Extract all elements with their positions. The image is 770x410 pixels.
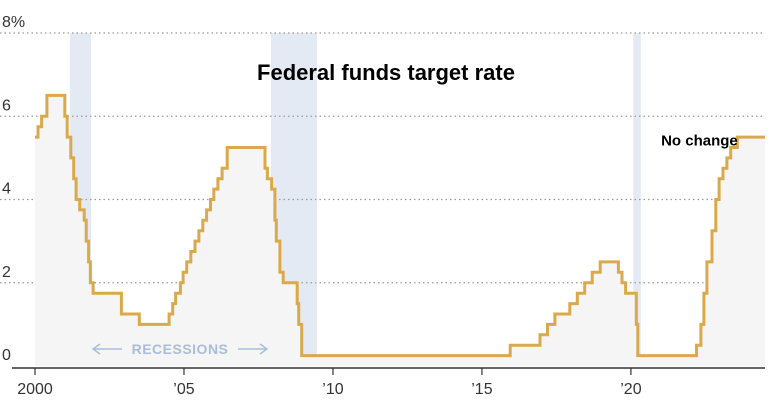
gridlines — [0, 32, 765, 284]
rate-line — [35, 93, 765, 358]
y-tick-label: 0 — [2, 347, 11, 364]
x-tick-label: ’15 — [471, 381, 492, 398]
x-tick-label: ’05 — [173, 381, 194, 398]
right-arrow-icon — [259, 343, 269, 355]
axis-group: 0 2 4 6 8% 2000 ’05 ’10 ’15 ’20 — [2, 14, 765, 398]
recessions-label: RECESSIONS — [132, 341, 229, 357]
no-change-annotation: No change — [661, 132, 738, 149]
y-tick-label: 2 — [2, 264, 11, 281]
left-arrow-icon — [91, 343, 101, 355]
labels-group: Federal funds target rate No change — [257, 60, 738, 149]
y-tick-label: 6 — [2, 97, 11, 114]
recession-band — [633, 33, 641, 366]
chart-title: Federal funds target rate — [257, 60, 515, 85]
y-tick-label: 4 — [2, 181, 11, 198]
y-tick-label: 8% — [2, 14, 25, 31]
rate-area — [35, 95, 765, 367]
recessions-label-group: RECESSIONS — [91, 341, 269, 357]
x-tick-label: ’20 — [620, 381, 641, 398]
line-group — [35, 93, 765, 358]
x-tick-label: 2000 — [17, 381, 53, 398]
area-fill-group — [35, 95, 765, 367]
x-tick-label: ’10 — [322, 381, 343, 398]
